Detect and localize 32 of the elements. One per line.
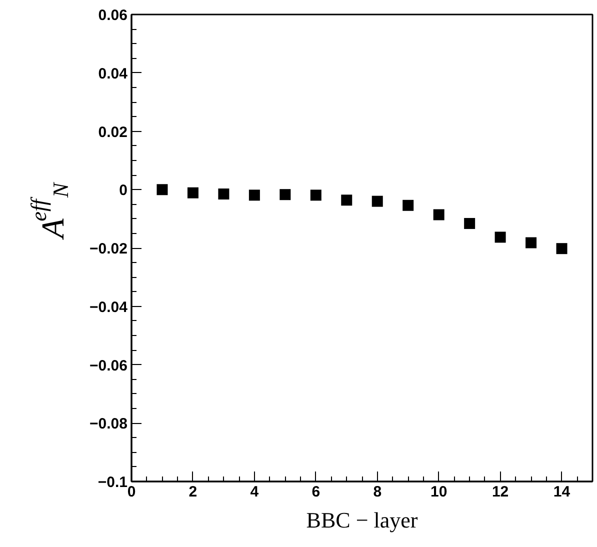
point <box>494 232 506 243</box>
point <box>156 184 168 196</box>
x-tick-label: 6 <box>312 484 320 500</box>
y-tick-label: −0.1 <box>98 474 128 491</box>
point <box>310 190 322 201</box>
point <box>464 218 476 229</box>
point <box>218 188 230 200</box>
y-tick-label: 0.06 <box>98 7 128 24</box>
y-tick-label: 0.04 <box>98 65 128 82</box>
y-tick-label: −0.02 <box>90 240 128 258</box>
x-tick-label: 14 <box>553 484 571 500</box>
point <box>341 194 352 206</box>
y-axis-title: AeffN <box>26 182 73 240</box>
x-tick-label: 8 <box>373 484 382 500</box>
point <box>372 196 383 207</box>
x-tick-label: 12 <box>492 484 509 500</box>
x-axis-title: BBC − layer <box>306 508 418 532</box>
point <box>526 237 537 248</box>
x-tick-label: 4 <box>250 484 260 500</box>
point <box>402 200 414 211</box>
y-tick-label: −0.04 <box>90 298 128 316</box>
point <box>280 189 291 200</box>
x-tick-label: 10 <box>430 484 448 500</box>
y-tick-label: 0 <box>119 182 128 200</box>
y-tick-label: −0.08 <box>90 416 128 433</box>
y-tick-label: −0.06 <box>90 357 128 374</box>
x-tick-label: 2 <box>188 484 198 500</box>
y-tick-label: 0.02 <box>98 124 128 141</box>
point <box>187 187 198 198</box>
point <box>248 190 260 201</box>
point <box>433 209 444 220</box>
point <box>556 243 568 254</box>
